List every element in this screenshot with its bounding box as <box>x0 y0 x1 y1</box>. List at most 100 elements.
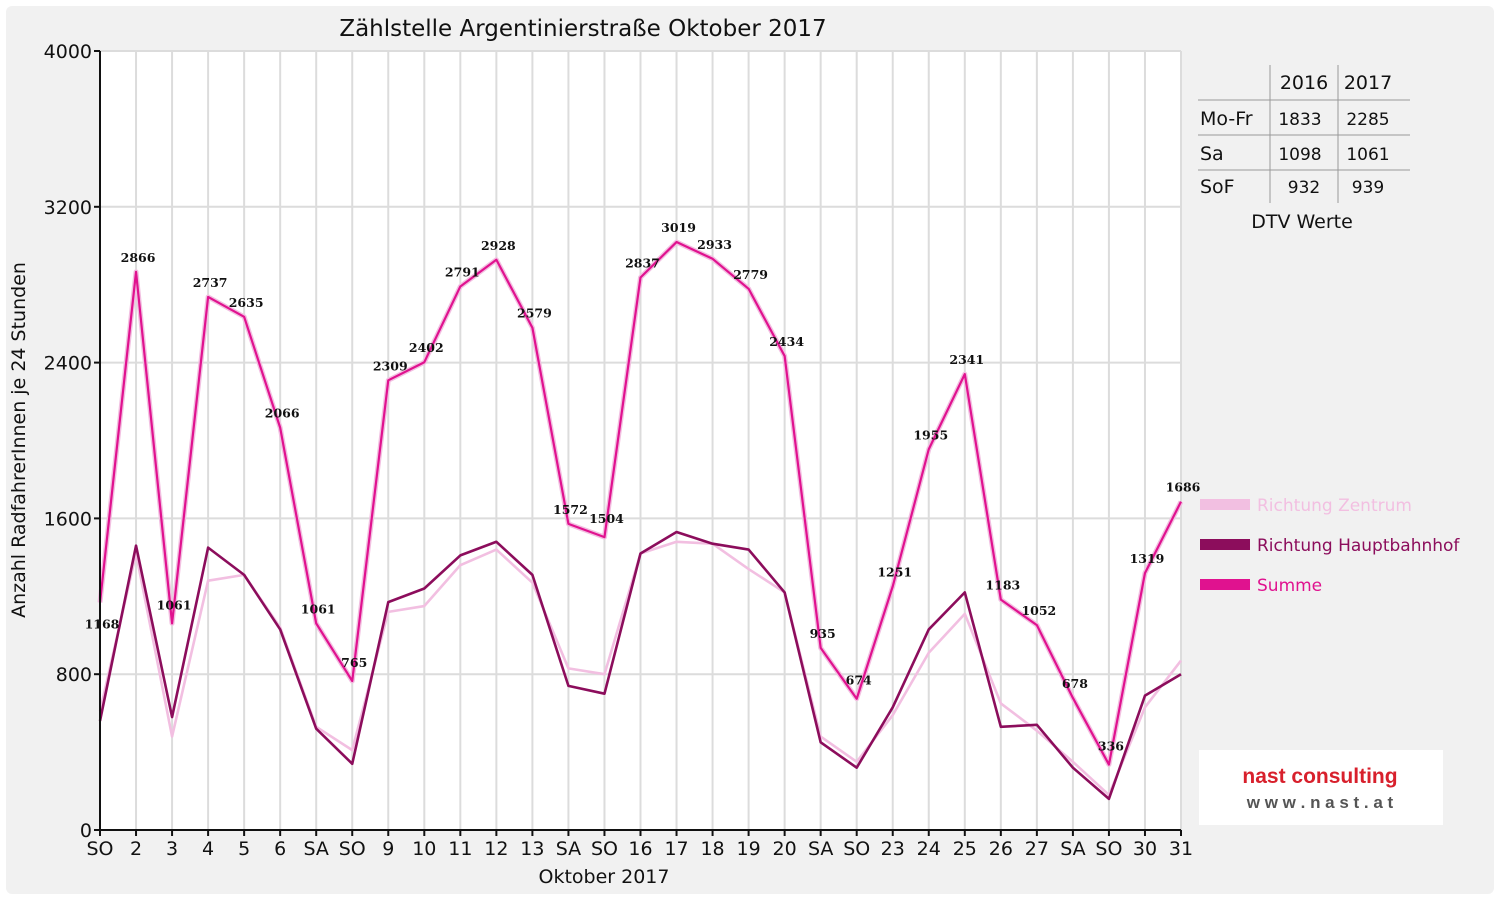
x-tick-label: SO <box>339 838 366 860</box>
x-tick-label: 18 <box>700 838 724 860</box>
y-tick-label: 800 <box>56 664 92 686</box>
dtv-header-2016: 2016 <box>1280 72 1328 94</box>
x-tick-label: 20 <box>773 838 797 860</box>
dtv-row-label: Sa <box>1200 143 1224 165</box>
dtv-cell: 939 <box>1352 178 1384 198</box>
x-tick-label: 6 <box>274 838 286 860</box>
data-label: 2866 <box>121 250 156 265</box>
data-label: 2837 <box>625 255 660 270</box>
series-lines <box>97 239 1184 801</box>
x-tick-label: 27 <box>1025 838 1049 860</box>
data-label: 2635 <box>229 295 264 310</box>
dtv-row-label: SoF <box>1200 176 1235 198</box>
data-label: 2434 <box>769 334 804 349</box>
x-tick-label: 11 <box>448 838 472 860</box>
dtv-table: 2016 2017 Mo-Fr 1833 2285 Sa 1098 1061 S… <box>1198 65 1410 233</box>
data-label: 1572 <box>553 502 588 517</box>
data-label: 1052 <box>1021 603 1056 618</box>
logo-url: w w w . n a s t . a t <box>1246 793 1394 812</box>
x-axis-title: Oktober 2017 <box>539 866 670 888</box>
data-label: 2341 <box>949 352 984 367</box>
y-tick-label: 3200 <box>44 197 92 219</box>
data-label: 1319 <box>1130 551 1165 566</box>
dtv-cell: 1098 <box>1278 145 1321 165</box>
data-label: 2791 <box>445 264 480 279</box>
x-tick-label: 10 <box>412 838 436 860</box>
x-tick-label: 23 <box>881 838 905 860</box>
data-label: 1061 <box>157 597 192 612</box>
dtv-cell: 1833 <box>1278 110 1321 130</box>
legend: Richtung Zentrum Richtung Hauptbahnhof S… <box>1200 496 1460 596</box>
x-tick-label: SO <box>843 838 870 860</box>
x-tick-label: 12 <box>484 838 508 860</box>
x-tick-label: SA <box>1060 838 1085 860</box>
x-tick-label: 3 <box>166 838 178 860</box>
x-tick-labels: SO 2 3 4 5 6 SA SO 9 10 11 12 13 SA SO 16 17 18 19 20 SA SO 23… <box>86 838 1193 860</box>
legend-label-hauptbahnhof: Richtung Hauptbahnhof <box>1257 536 1460 556</box>
data-label: 1251 <box>877 564 912 579</box>
x-tick-label: 24 <box>917 838 941 860</box>
x-tick-label: 17 <box>664 838 688 860</box>
data-label: 2309 <box>373 358 408 373</box>
data-label: 1168 <box>85 617 120 632</box>
x-tick-label: 26 <box>989 838 1013 860</box>
y-tick-label: 2400 <box>44 353 92 375</box>
y-tick-label: 1600 <box>44 508 92 530</box>
x-tick-label: 5 <box>238 838 250 860</box>
data-label: 1686 <box>1166 480 1201 495</box>
logo-box <box>1199 750 1443 825</box>
x-tick-label: SO <box>591 838 618 860</box>
data-label: 2402 <box>409 340 444 355</box>
data-label: 2579 <box>517 306 552 321</box>
data-label: 336 <box>1098 739 1124 754</box>
x-tick-label: SO <box>86 838 113 860</box>
chart-title: Zählstelle Argentinierstraße Oktober 201… <box>339 16 826 42</box>
series-line-summe <box>98 240 1182 766</box>
dtv-cell: 932 <box>1288 178 1320 198</box>
data-label: 2779 <box>733 267 768 282</box>
legend-label-zentrum: Richtung Zentrum <box>1257 496 1412 516</box>
dtv-header-2017: 2017 <box>1344 72 1392 94</box>
x-tick-label: 31 <box>1169 838 1193 860</box>
data-label: 2933 <box>697 237 732 252</box>
data-label: 1504 <box>589 511 624 526</box>
x-tick-label: SA <box>303 838 328 860</box>
data-label: 2737 <box>193 275 228 290</box>
legend-swatch-zentrum <box>1200 499 1250 510</box>
horizontal-gridlines <box>100 50 1181 676</box>
dtv-cell: 1061 <box>1346 145 1389 165</box>
data-label: 678 <box>1062 676 1088 691</box>
vertical-gridlines <box>135 51 1182 830</box>
data-label: 2928 <box>481 238 516 253</box>
data-label: 1061 <box>301 601 336 616</box>
legend-label-summe: Summe <box>1257 576 1322 596</box>
axes <box>94 50 1182 836</box>
data-label: 1955 <box>913 427 948 442</box>
series-line-richtung-hauptbahnhof <box>98 530 1182 801</box>
x-tick-label: 19 <box>737 838 761 860</box>
x-tick-label: 16 <box>628 838 652 860</box>
data-label: 674 <box>846 673 872 688</box>
data-label: 1183 <box>985 578 1020 593</box>
data-label: 765 <box>341 655 367 670</box>
x-tick-label: 30 <box>1133 838 1157 860</box>
dtv-cell: 2285 <box>1346 110 1389 130</box>
data-label: 3019 <box>661 220 696 235</box>
y-tick-label: 0 <box>80 820 92 842</box>
nast-consulting-logo: nast consulting w w w . n a s t . a t <box>1199 750 1443 825</box>
legend-swatch-hauptbahnhof <box>1200 539 1250 550</box>
dtv-row-label: Mo-Fr <box>1200 108 1253 130</box>
dtv-caption: DTV Werte <box>1251 211 1353 233</box>
x-tick-label: 2 <box>130 838 142 860</box>
logo-brand: nast consulting <box>1242 765 1397 788</box>
x-tick-label: 25 <box>953 838 977 860</box>
data-label: 935 <box>810 626 836 641</box>
x-tick-label: SA <box>808 838 833 860</box>
x-tick-label: 4 <box>202 838 214 860</box>
y-axis-title: Anzahl RadfahrerInnen je 24 Stunden <box>8 262 30 618</box>
x-tick-label: SO <box>1095 838 1122 860</box>
y-tick-label: 4000 <box>44 41 92 63</box>
x-tick-label: SA <box>556 838 581 860</box>
